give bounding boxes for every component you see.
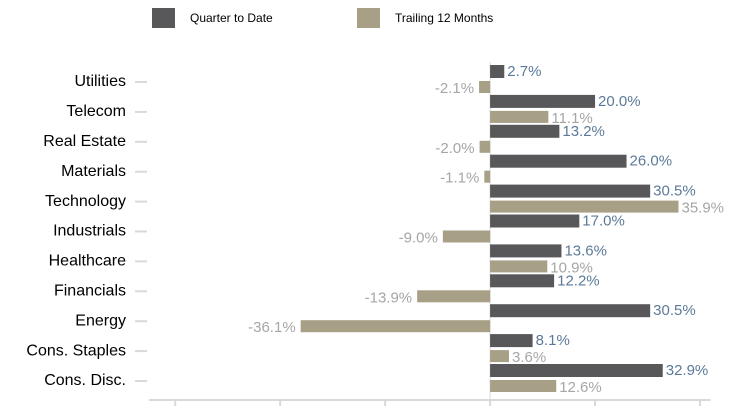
value-label: -2.1%: [435, 80, 474, 97]
category-label: Telecom: [66, 103, 126, 120]
value-label: 30.5%: [653, 183, 696, 200]
value-label: 3.6%: [512, 349, 546, 366]
legend-swatch: [357, 8, 380, 28]
value-label: -13.9%: [365, 289, 413, 306]
bar: [490, 350, 509, 363]
value-label: 11.1%: [551, 110, 592, 127]
bar: [490, 154, 627, 168]
category-label: Utilities: [74, 73, 126, 90]
bar: [417, 290, 491, 303]
value-label: 12.2%: [557, 272, 600, 289]
bar: [490, 380, 557, 392]
bar: [490, 200, 679, 213]
value-label: 13.2%: [562, 123, 605, 140]
bar: [479, 140, 491, 153]
category-label: Energy: [75, 312, 126, 329]
value-label: -9.0%: [399, 229, 438, 246]
value-label: 20.0%: [598, 93, 641, 110]
value-label: 13.6%: [564, 242, 607, 259]
bar: [490, 214, 580, 228]
value-label: 32.9%: [666, 362, 709, 379]
bar: [490, 94, 596, 108]
bar: [442, 230, 491, 243]
category-label: Cons. Staples: [26, 342, 126, 359]
bar: [300, 320, 491, 333]
legend-label: Trailing 12 Months: [395, 11, 493, 25]
value-label: -36.1%: [248, 319, 296, 336]
category-label: Real Estate: [43, 133, 126, 150]
legend-swatch: [152, 8, 175, 28]
bar: [484, 170, 491, 183]
value-label: 10.9%: [550, 259, 593, 276]
category-label: Technology: [45, 193, 126, 210]
bar: [490, 260, 548, 273]
bar: [479, 81, 491, 93]
bar: [490, 244, 562, 258]
value-label: 30.5%: [653, 302, 696, 319]
bar: [490, 334, 533, 348]
value-label: -2.0%: [435, 140, 474, 157]
value-label: 2.7%: [507, 63, 541, 80]
category-label: Materials: [61, 163, 126, 180]
value-label: 8.1%: [536, 332, 570, 349]
bar: [490, 274, 555, 288]
bar: [490, 184, 651, 198]
category-label: Industrials: [53, 223, 126, 240]
category-label: Cons. Disc.: [44, 372, 126, 389]
bar: [490, 124, 560, 138]
bar: [490, 304, 651, 318]
value-label: 12.6%: [559, 379, 602, 396]
category-label: Healthcare: [49, 253, 126, 270]
legend-label: Quarter to Date: [190, 11, 273, 25]
bar: [490, 364, 663, 377]
bar: [490, 110, 549, 123]
category-label: Financials: [54, 283, 126, 300]
bar: [490, 65, 505, 78]
value-label: 35.9%: [681, 200, 724, 217]
value-label: 17.0%: [582, 212, 625, 229]
value-label: -1.1%: [440, 170, 479, 187]
value-label: 26.0%: [630, 153, 673, 170]
